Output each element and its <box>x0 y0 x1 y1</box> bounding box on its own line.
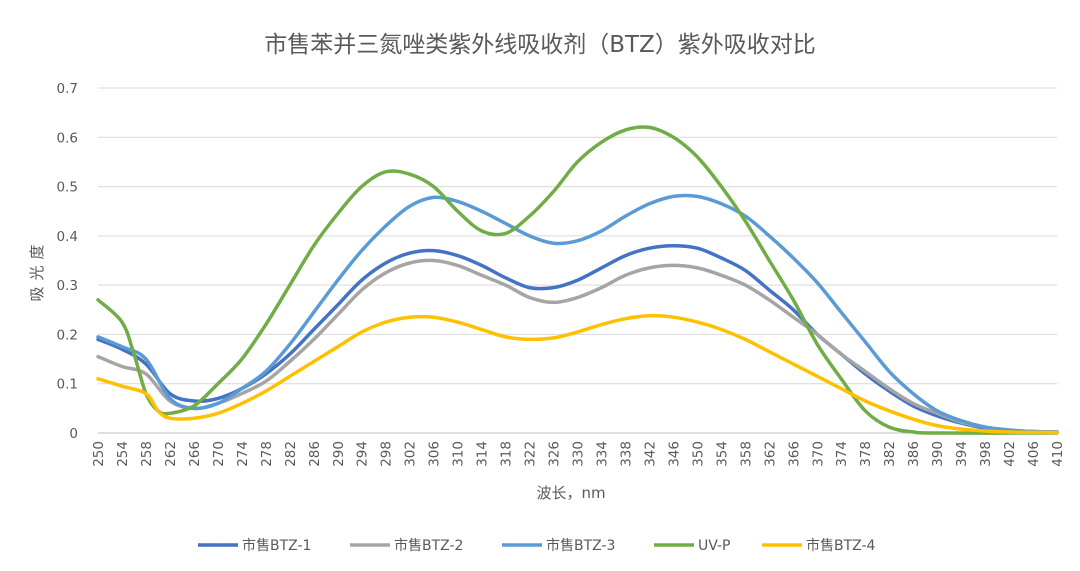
x-axis-title: 波长，nm <box>536 484 605 502</box>
x-tick-label: 290 <box>331 441 347 467</box>
x-tick-label: 390 <box>930 441 946 467</box>
x-tick-label: 354 <box>714 441 730 467</box>
x-tick-label: 366 <box>786 441 802 467</box>
y-axis-ticks: 0 0.1 0.2 0.3 0.4 0.5 0.6 0.7 <box>57 81 78 442</box>
x-tick-label: 266 <box>187 441 203 467</box>
x-tick-label: 398 <box>978 441 994 467</box>
y-tick-label: 0.2 <box>57 327 78 343</box>
series-line-2 <box>96 258 1059 434</box>
legend: 市售BTZ-1 市售BTZ-2 市售BTZ-3 UV-P 市售BTZ-4 <box>198 537 876 554</box>
legend-label: 市售BTZ-3 <box>546 537 615 554</box>
x-tick-label: 294 <box>355 441 371 467</box>
x-tick-label: 310 <box>451 441 467 467</box>
x-tick-label: 306 <box>427 441 443 467</box>
x-tick-label: 342 <box>642 441 658 467</box>
x-tick-label: 286 <box>307 441 323 467</box>
chart-title: 市售苯并三氮唑类紫外线吸收剂（BTZ）紫外吸收对比 <box>264 32 816 58</box>
x-tick-label: 338 <box>618 441 634 467</box>
x-tick-label: 350 <box>690 441 706 467</box>
x-tick-label: 378 <box>858 441 874 467</box>
series-lines <box>96 125 1059 435</box>
x-tick-label: 254 <box>115 441 131 467</box>
x-tick-label: 386 <box>906 441 922 467</box>
x-tick-label: 406 <box>1026 441 1042 467</box>
x-tick-label: 282 <box>283 441 299 467</box>
y-tick-label: 0.6 <box>57 130 78 146</box>
x-tick-label: 326 <box>547 441 563 467</box>
legend-label: 市售BTZ-4 <box>806 537 876 554</box>
x-tick-label: 402 <box>1002 441 1018 467</box>
legend-label: UV-P <box>698 538 731 554</box>
x-tick-label: 334 <box>594 441 610 467</box>
x-tick-label: 410 <box>1050 441 1066 467</box>
x-tick-label: 262 <box>163 441 179 467</box>
legend-label: 市售BTZ-2 <box>394 537 463 554</box>
x-tick-label: 318 <box>499 441 515 467</box>
x-tick-label: 362 <box>762 441 778 467</box>
x-tick-label: 346 <box>666 441 682 467</box>
y-tick-label: 0.4 <box>57 229 78 245</box>
y-tick-label: 0.5 <box>57 180 78 196</box>
x-tick-label: 258 <box>139 441 155 467</box>
legend-label: 市售BTZ-1 <box>242 537 311 554</box>
x-tick-label: 314 <box>475 441 491 467</box>
y-tick-label: 0.1 <box>57 377 78 393</box>
y-tick-label: 0.7 <box>57 81 78 97</box>
x-tick-label: 358 <box>738 441 754 467</box>
x-tick-label: 330 <box>571 441 587 467</box>
x-axis-ticks: 250 254 258 262 266 270 274 278 282 286 290 294 298 3… <box>91 441 1066 467</box>
x-tick-label: 374 <box>834 441 850 467</box>
series-line-3 <box>96 193 1059 434</box>
x-tick-label: 322 <box>523 441 539 467</box>
grid-lines <box>98 87 1057 434</box>
y-tick-label: 0.3 <box>57 278 78 294</box>
x-tick-label: 382 <box>882 441 898 467</box>
x-tick-label: 298 <box>379 441 395 467</box>
y-tick-label: 0 <box>69 426 78 442</box>
x-tick-label: 274 <box>235 441 251 467</box>
series-line-4 <box>96 125 1059 435</box>
y-axis-title: 吸光度 <box>28 238 46 301</box>
x-tick-label: 394 <box>954 441 970 467</box>
x-tick-label: 250 <box>91 441 107 467</box>
series-line-5 <box>96 313 1059 435</box>
x-tick-label: 302 <box>403 441 419 467</box>
x-tick-label: 270 <box>211 441 227 467</box>
x-tick-label: 370 <box>810 441 826 467</box>
x-tick-label: 278 <box>259 441 275 467</box>
